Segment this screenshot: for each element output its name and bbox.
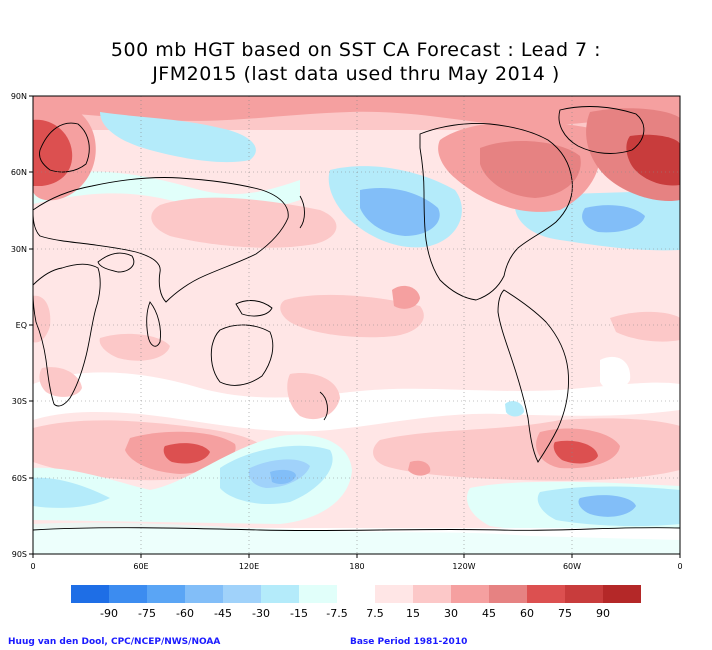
legend-swatch bbox=[223, 585, 261, 603]
legend-swatch bbox=[413, 585, 451, 603]
south-america-coastline bbox=[497, 289, 569, 463]
legend-label: -30 bbox=[252, 607, 270, 620]
greenland-positive-core bbox=[626, 134, 680, 186]
legend-label: -45 bbox=[214, 607, 232, 620]
south-pacific-positive-outer bbox=[373, 418, 680, 481]
new-zealand-coastline bbox=[319, 391, 328, 421]
indonesia-coastline bbox=[235, 300, 273, 317]
legend-label: -60 bbox=[176, 607, 194, 620]
lon-label-0-right: 0 bbox=[677, 562, 682, 571]
south-indian-positive-core bbox=[163, 443, 210, 464]
arctic-positive-core bbox=[33, 96, 680, 127]
legend-swatch bbox=[603, 585, 641, 603]
lat-label-eq: EQ bbox=[16, 321, 27, 330]
map-title-line-1: 500 mb HGT based on SST CA Forecast : Le… bbox=[110, 39, 602, 61]
legend-label: 7.5 bbox=[366, 607, 384, 620]
anomaly-field bbox=[33, 96, 680, 554]
indian-ocean-positive bbox=[99, 333, 170, 361]
north-america-positive-middle bbox=[480, 141, 581, 198]
legend-label: -75 bbox=[138, 607, 156, 620]
india-coastline bbox=[146, 301, 161, 347]
base-period-text: Base Period 1981-2010 bbox=[350, 637, 468, 647]
lat-label-30s: 30S bbox=[12, 397, 27, 406]
lon-label-60w: 60W bbox=[563, 562, 581, 571]
longitude-labels: 0 60E 120E 180 120W 60W 0 bbox=[30, 562, 682, 571]
south-pacific-positive-core bbox=[408, 460, 431, 476]
tasman-positive bbox=[287, 373, 340, 420]
legend-label: 45 bbox=[482, 607, 496, 620]
legend-label: -90 bbox=[100, 607, 118, 620]
south-pacific-small-negative bbox=[505, 401, 524, 417]
legend-swatch bbox=[147, 585, 185, 603]
lat-label-90n: 90N bbox=[11, 92, 27, 101]
legend-swatch bbox=[109, 585, 147, 603]
tropical-pacific-positive bbox=[280, 294, 424, 338]
arabia-coastline bbox=[97, 252, 135, 273]
africa-coastline bbox=[33, 263, 101, 407]
latitude-labels: 90N 60N 30N EQ 30S 60S 90S bbox=[11, 92, 27, 559]
legend-swatch bbox=[337, 585, 375, 603]
legend-label: 60 bbox=[520, 607, 534, 620]
lon-label-120w: 120W bbox=[452, 562, 475, 571]
legend-swatch bbox=[71, 585, 109, 603]
antarctic-negative-core bbox=[578, 495, 636, 517]
north-atlantic-negative-core bbox=[582, 205, 645, 233]
legend-swatch bbox=[489, 585, 527, 603]
coastlines bbox=[33, 106, 680, 532]
scandinavia-coastline bbox=[39, 122, 90, 173]
south-pacific-negative-core bbox=[270, 469, 296, 484]
south-america-neutral bbox=[600, 356, 631, 391]
southern-mid-latitude-neutral bbox=[33, 372, 680, 432]
lat-label-30n: 30N bbox=[11, 245, 27, 254]
legend-swatch bbox=[527, 585, 565, 603]
lon-label-0-left: 0 bbox=[30, 562, 35, 571]
greenland-coastline bbox=[558, 106, 645, 154]
asia-positive-anomaly bbox=[151, 197, 337, 248]
polar-negative-wisp bbox=[33, 522, 680, 554]
australia-coastline bbox=[210, 324, 274, 386]
legend-label: 30 bbox=[444, 607, 458, 620]
legend-swatch bbox=[451, 585, 489, 603]
legend-swatch bbox=[185, 585, 223, 603]
legend-labels: -90 -75 -60 -45 -30 -15 -7.5 7.5 15 30 45 60 75 90 bbox=[100, 607, 610, 620]
credit-text: Huug van den Dool, CPC/NCEP/NWS/NOAA bbox=[8, 637, 221, 647]
siberia-negative-anomaly bbox=[100, 112, 256, 163]
north-america-coastline bbox=[419, 123, 573, 301]
europe-positive-core bbox=[33, 119, 73, 186]
lat-label-60n: 60N bbox=[11, 168, 27, 177]
lon-label-60e: 60E bbox=[133, 562, 148, 571]
atlantic-positive bbox=[610, 311, 680, 342]
legend-label: -15 bbox=[290, 607, 308, 620]
lat-label-60s: 60S bbox=[12, 474, 27, 483]
legend-color-bar bbox=[71, 585, 641, 603]
south-america-positive-core bbox=[553, 440, 598, 464]
legend-swatch bbox=[261, 585, 299, 603]
antarctica-coastline bbox=[33, 527, 680, 532]
africa-west-positive bbox=[33, 295, 51, 343]
lat-label-90s: 90S bbox=[12, 550, 27, 559]
legend-label: 90 bbox=[596, 607, 610, 620]
legend-label: -7.5 bbox=[326, 607, 347, 620]
lon-label-180: 180 bbox=[349, 562, 364, 571]
north-pacific-negative-core bbox=[360, 188, 440, 236]
eurasia-coastline bbox=[33, 177, 289, 303]
map-title-line-2: JFM2015 (last data used thru May 2014 ) bbox=[152, 63, 560, 85]
gridlines bbox=[33, 96, 680, 554]
legend-swatch bbox=[375, 585, 413, 603]
central-pacific-positive-core bbox=[392, 285, 420, 309]
lon-label-120e: 120E bbox=[239, 562, 259, 571]
south-atlantic-negative bbox=[33, 477, 110, 508]
legend-label: 75 bbox=[558, 607, 572, 620]
legend-swatch bbox=[565, 585, 603, 603]
tick-marks bbox=[29, 95, 681, 558]
legend-label: 15 bbox=[406, 607, 420, 620]
japan-coastline bbox=[299, 195, 305, 229]
legend-swatch bbox=[299, 585, 337, 603]
